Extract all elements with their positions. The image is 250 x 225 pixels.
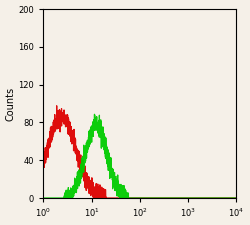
Y-axis label: Counts: Counts xyxy=(6,86,16,121)
